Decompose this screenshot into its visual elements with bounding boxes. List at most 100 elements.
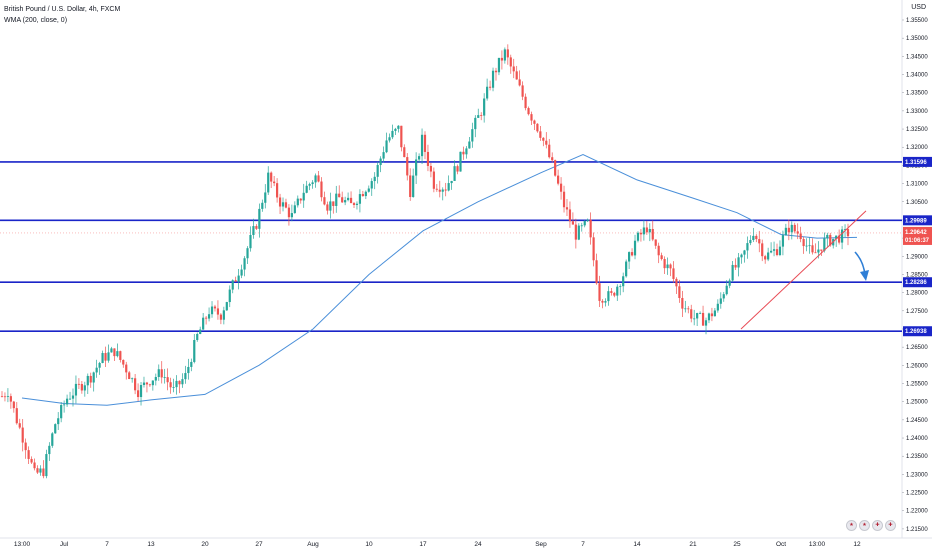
candle-body bbox=[737, 257, 740, 268]
candle-body bbox=[678, 286, 681, 298]
candle-body bbox=[122, 359, 125, 365]
candle-body bbox=[311, 182, 314, 185]
candle-body bbox=[462, 151, 465, 155]
level-price-label: 1.31596 bbox=[905, 160, 927, 166]
candle-body bbox=[148, 384, 152, 386]
candle-body bbox=[725, 285, 728, 295]
candle-body bbox=[645, 227, 648, 233]
candle-body bbox=[42, 468, 45, 477]
candle-body bbox=[355, 203, 359, 205]
candle-body bbox=[134, 378, 137, 391]
symbol-title[interactable]: British Pound / U.S. Dollar, 4h, FXCM bbox=[4, 6, 121, 13]
candle-body bbox=[181, 379, 184, 385]
candle-body bbox=[172, 387, 175, 388]
candle-body bbox=[471, 129, 474, 142]
countdown-label: 01:06:37 bbox=[905, 238, 930, 244]
y-tick-label: 1.34500 bbox=[906, 54, 928, 60]
candle-body bbox=[349, 197, 353, 204]
x-tick-label: Oct bbox=[776, 541, 786, 548]
candle-body bbox=[713, 310, 716, 317]
x-tick-label: Aug bbox=[307, 541, 319, 548]
candle-body bbox=[270, 172, 273, 182]
candle-body bbox=[45, 454, 48, 477]
candle-body bbox=[9, 396, 12, 402]
candle-body bbox=[154, 377, 157, 381]
candle-body bbox=[193, 340, 196, 362]
candle-body bbox=[426, 151, 430, 166]
event-flags: ★ ★ ✚ ✚ bbox=[846, 520, 896, 531]
candle-body bbox=[267, 172, 270, 193]
candle-body bbox=[660, 255, 663, 260]
candle-body bbox=[843, 229, 847, 230]
candle-body bbox=[231, 280, 234, 290]
level-price-tag bbox=[903, 156, 932, 167]
candle-body bbox=[654, 239, 657, 246]
candle-body bbox=[216, 308, 220, 315]
candle-body bbox=[341, 197, 344, 203]
candle-body bbox=[352, 203, 356, 205]
price-scale[interactable] bbox=[902, 0, 932, 550]
candle-body bbox=[625, 261, 628, 277]
candle-body bbox=[104, 353, 107, 361]
x-tick-label: 24 bbox=[474, 541, 482, 548]
candle-body bbox=[39, 468, 42, 473]
candle-body bbox=[557, 175, 560, 184]
candle-body bbox=[205, 317, 208, 319]
candle-body bbox=[704, 320, 708, 326]
candle-body bbox=[400, 125, 403, 148]
candle-body bbox=[255, 226, 258, 229]
candle-body bbox=[758, 239, 761, 244]
candle-body bbox=[577, 225, 580, 240]
candle-body bbox=[376, 165, 379, 177]
level-price-label: 1.26938 bbox=[905, 329, 927, 335]
candle-body bbox=[764, 256, 767, 260]
candle-body bbox=[642, 227, 645, 235]
candle-body bbox=[166, 377, 169, 383]
candle-body bbox=[101, 353, 104, 363]
candle-body bbox=[734, 264, 737, 268]
candle-body bbox=[784, 227, 787, 236]
candle-body bbox=[515, 71, 518, 80]
candle-body bbox=[86, 375, 89, 386]
candle-body bbox=[21, 427, 24, 443]
candle-body bbox=[175, 380, 178, 388]
us-flag-icon[interactable]: ★ bbox=[846, 520, 857, 531]
wma-line[interactable] bbox=[21, 153, 858, 406]
candle-body bbox=[131, 378, 134, 380]
uk-flag-icon[interactable]: ✚ bbox=[885, 520, 896, 531]
indicator-legend[interactable]: WMA (200, close, 0) bbox=[4, 17, 68, 24]
x-tick-label: Sep bbox=[535, 541, 547, 548]
candle-body bbox=[278, 197, 282, 207]
level-price-label: 1.29989 bbox=[905, 218, 927, 224]
y-tick-label: 1.35500 bbox=[906, 18, 928, 24]
uk-flag-icon[interactable]: ✚ bbox=[872, 520, 883, 531]
candle-body bbox=[518, 79, 521, 86]
candle-body bbox=[388, 137, 391, 141]
level-price-tag bbox=[903, 326, 932, 337]
candle-body bbox=[491, 70, 495, 88]
candle-body bbox=[769, 250, 773, 253]
y-tick-label: 1.22000 bbox=[906, 509, 928, 515]
candle-body bbox=[595, 260, 598, 284]
y-tick-label: 1.24000 bbox=[906, 436, 928, 442]
candle-body bbox=[68, 398, 72, 400]
us-flag-icon[interactable]: ★ bbox=[859, 520, 870, 531]
candle-body bbox=[743, 250, 746, 255]
y-tick-label: 1.25500 bbox=[906, 382, 928, 388]
candle-body bbox=[793, 224, 796, 232]
candle-body bbox=[83, 385, 86, 391]
candle-body bbox=[273, 181, 276, 184]
y-tick-label: 1.26500 bbox=[906, 345, 928, 351]
currency-label: USD bbox=[911, 4, 926, 11]
candle-body bbox=[781, 235, 785, 247]
candle-body bbox=[698, 312, 702, 314]
candle-body bbox=[755, 235, 758, 240]
candle-body bbox=[163, 377, 166, 378]
trendline[interactable] bbox=[740, 210, 867, 330]
candle-body bbox=[503, 49, 506, 61]
candle-body bbox=[527, 108, 530, 115]
candle-body bbox=[145, 382, 149, 385]
candle-body bbox=[379, 158, 382, 166]
candle-body bbox=[27, 450, 30, 459]
